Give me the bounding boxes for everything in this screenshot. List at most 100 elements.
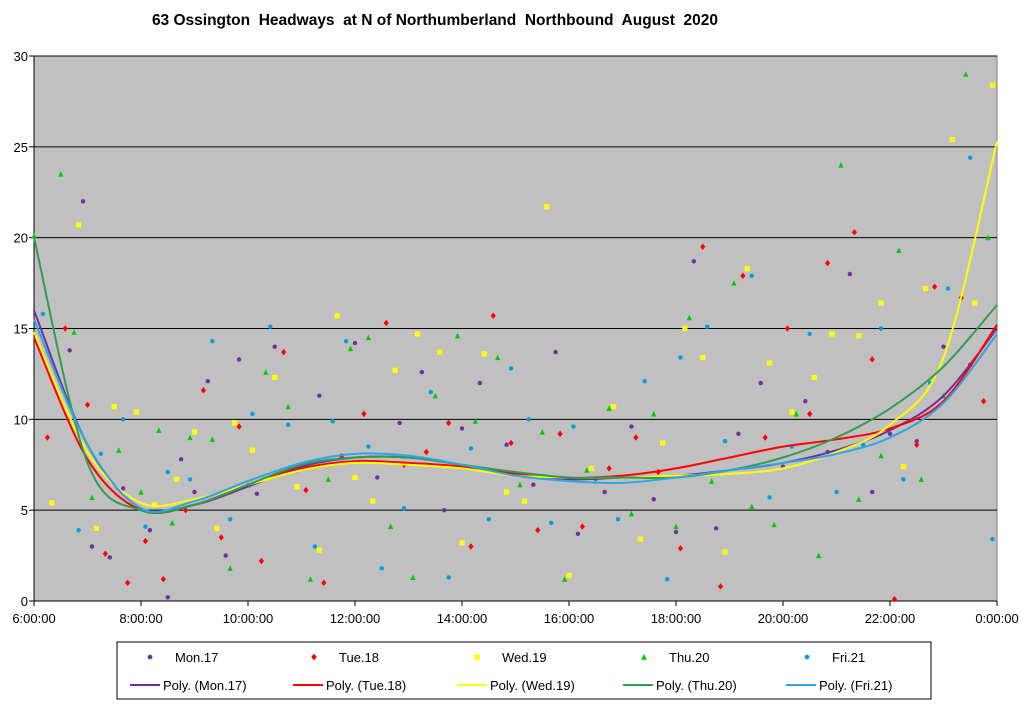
data-point — [89, 494, 95, 501]
data-point — [446, 419, 452, 427]
data-point — [856, 496, 862, 502]
data-point — [717, 583, 724, 590]
data-point — [312, 544, 318, 549]
data-point — [891, 595, 898, 603]
data-point — [192, 489, 197, 495]
data-point — [651, 497, 656, 502]
data-point — [325, 476, 331, 482]
data-point — [419, 369, 425, 375]
data-point — [700, 354, 706, 361]
data-point — [432, 392, 438, 399]
data-point — [887, 431, 893, 437]
data-point — [914, 441, 920, 448]
data-point — [352, 340, 358, 346]
data-point — [736, 431, 741, 437]
data-point — [44, 434, 50, 441]
data-point — [214, 525, 220, 531]
data-point — [838, 162, 844, 168]
data-point — [914, 438, 919, 444]
data-point — [642, 378, 648, 384]
data-point — [143, 524, 148, 529]
data-point — [682, 325, 688, 332]
data-point — [949, 136, 956, 143]
y-tick-label: 25 — [14, 140, 28, 155]
data-point — [851, 229, 857, 236]
data-point — [383, 319, 389, 327]
data-point — [901, 477, 906, 482]
legend-label: Thu.20 — [669, 650, 709, 665]
axes — [33, 56, 998, 606]
data-point — [878, 452, 884, 459]
data-point — [285, 403, 291, 410]
data-point — [704, 324, 710, 329]
data-point — [227, 517, 233, 522]
series-wed-19 — [49, 82, 996, 579]
data-points — [31, 71, 996, 603]
data-point — [120, 417, 126, 422]
x-tick-label: 12:00:00 — [330, 611, 381, 626]
data-point — [575, 531, 581, 536]
data-point — [758, 380, 763, 386]
data-point — [767, 360, 773, 366]
legend-marker — [147, 654, 153, 660]
data-point — [878, 300, 884, 306]
data-point — [454, 332, 461, 339]
data-point — [102, 550, 108, 557]
data-point — [303, 486, 309, 494]
data-point — [606, 405, 612, 412]
x-tick-label: 18:00:00 — [651, 611, 702, 626]
data-point — [76, 527, 81, 533]
data-point — [352, 474, 358, 481]
data-point — [165, 595, 170, 600]
data-point — [111, 404, 117, 410]
data-point — [495, 354, 501, 361]
data-point — [285, 422, 291, 427]
data-point — [771, 521, 777, 528]
data-point — [548, 520, 554, 526]
data-point — [249, 447, 256, 453]
data-point — [941, 344, 946, 349]
data-point — [49, 500, 55, 506]
data-point — [414, 331, 421, 337]
data-point — [446, 575, 451, 580]
data-point — [191, 429, 198, 435]
data-point — [388, 523, 394, 530]
x-tick-label: 8:00:00 — [119, 611, 162, 626]
data-point — [250, 411, 255, 417]
data-point — [571, 424, 576, 429]
data-point — [165, 469, 170, 475]
data-point — [174, 476, 180, 482]
data-point — [31, 232, 37, 239]
legend-label: Wed.19 — [502, 650, 547, 665]
data-point — [762, 434, 768, 441]
data-point — [789, 409, 795, 415]
data-point — [330, 418, 335, 424]
data-point — [379, 566, 384, 571]
data-point — [187, 434, 193, 441]
legend-label: Mon.17 — [175, 650, 218, 665]
data-point — [62, 325, 68, 332]
data-point — [468, 543, 474, 550]
data-point — [209, 436, 215, 442]
data-point — [588, 465, 594, 471]
legend-label: Poly. (Tue.18) — [326, 678, 406, 693]
y-tick-label: 0 — [21, 594, 28, 609]
data-point — [477, 380, 483, 386]
data-point — [343, 339, 349, 344]
data-point — [459, 426, 465, 431]
data-point — [156, 427, 162, 433]
data-point — [392, 367, 398, 373]
data-point — [272, 374, 278, 381]
data-point — [539, 429, 545, 435]
x-tick-label: 0:00:00 — [975, 611, 1018, 626]
data-point — [834, 489, 839, 495]
data-point — [744, 265, 750, 272]
legend: Mon.17 Tue.18 Wed.19 Thu.20 Fri.21 Poly. (Mon… — [116, 641, 932, 700]
data-point — [793, 410, 799, 417]
data-point — [531, 482, 536, 487]
data-point — [254, 491, 260, 497]
data-point — [410, 574, 416, 580]
data-point — [664, 576, 670, 582]
legend-marker — [474, 654, 480, 660]
